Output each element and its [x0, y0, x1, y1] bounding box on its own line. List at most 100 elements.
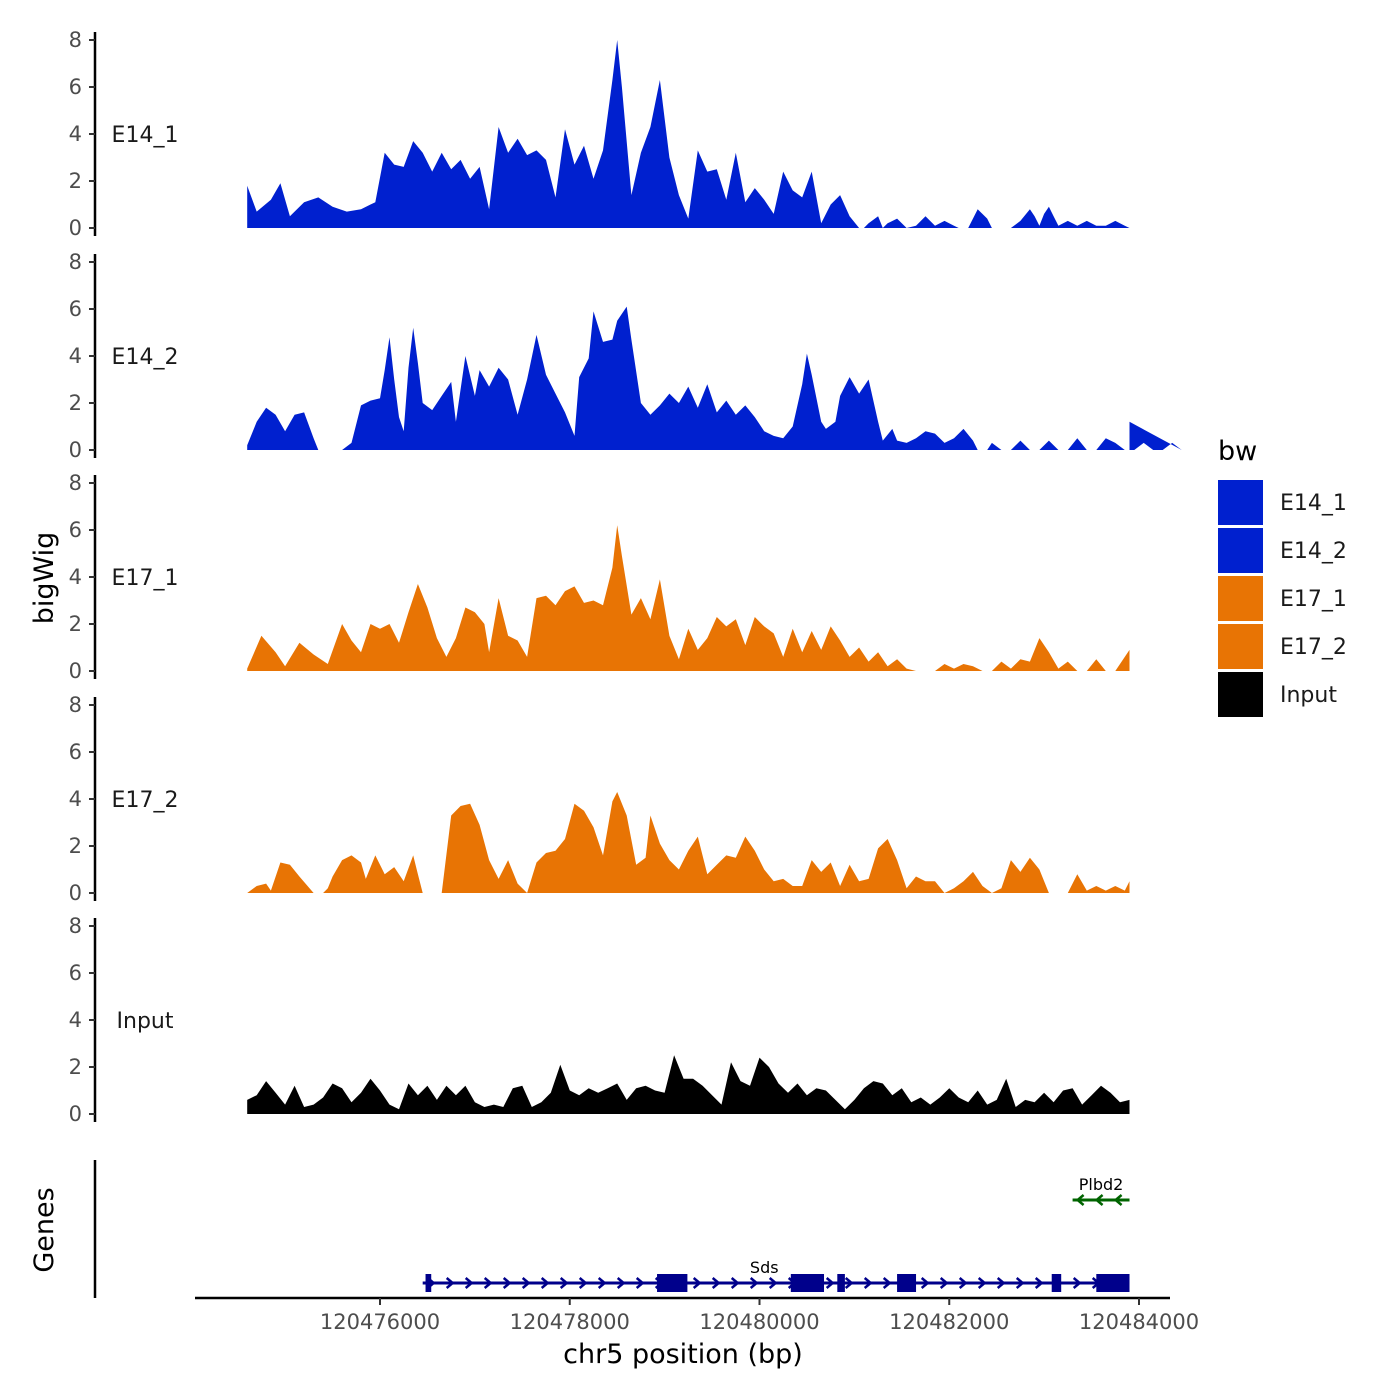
- strand-arrow: [920, 1277, 930, 1289]
- strand-arrow: [597, 1277, 607, 1289]
- legend-swatch-e14-1: [1218, 480, 1263, 525]
- x-tick-label-0: 120476000: [320, 1310, 440, 1334]
- exon-5: [897, 1274, 917, 1292]
- track-input: 0 2 4 6 8 Input: [69, 914, 1130, 1126]
- y-tick-label-4: 4: [69, 122, 82, 146]
- strand-arrow: [825, 1277, 835, 1289]
- strand-arrow: [1072, 1277, 1082, 1289]
- strand-arrow: [502, 1277, 512, 1289]
- x-axis-title: chr5 position (bp): [563, 1339, 803, 1370]
- y-tick-label-4: 4: [69, 787, 82, 811]
- y-tick-label-8: 8: [69, 28, 82, 52]
- legend-swatch-e17-1: [1218, 576, 1263, 621]
- y-tick-label-6: 6: [69, 518, 82, 542]
- strand-arrow: [540, 1277, 550, 1289]
- y-tick-label-0: 0: [69, 1102, 82, 1126]
- strand-arrow: [692, 1277, 702, 1289]
- strand-arrow: [559, 1277, 569, 1289]
- strand-arrow: [939, 1277, 949, 1289]
- x-tick-label-1: 120478000: [510, 1310, 630, 1334]
- x-tick-label-4: 120484000: [1079, 1310, 1199, 1334]
- y-tick-label-0: 0: [69, 659, 82, 683]
- track-label-e14-2: E14_2: [112, 345, 179, 370]
- y-tick-label-2: 2: [69, 834, 82, 858]
- strand-arrow: [863, 1277, 873, 1289]
- y-tick-label-2: 2: [69, 1055, 82, 1079]
- strand-arrow: [977, 1277, 987, 1289]
- strand-arrow: [1034, 1277, 1044, 1289]
- signal-tracks: 0 2 4 6 8 E14_1 0 2 4 6 8 E14_2 0 2 4 6 8 E17_1 0 2 4 6 8 E17_2…: [69, 28, 1182, 1126]
- y-tick-label-6: 6: [69, 75, 82, 99]
- signal-area-e14-2: [247, 306, 1182, 450]
- strand-arrow: [464, 1277, 474, 1289]
- track-label-e14-1: E14_1: [112, 123, 179, 148]
- strand-arrow: [616, 1277, 626, 1289]
- x-tick-label-3: 120482000: [889, 1310, 1009, 1334]
- legend-label-e17-1: E17_1: [1280, 587, 1347, 612]
- exon-3: [790, 1274, 825, 1292]
- track-label-input: Input: [117, 1009, 174, 1034]
- track-e14-2: 0 2 4 6 8 E14_2: [69, 250, 1182, 462]
- track-label-e17-2: E17_2: [112, 788, 179, 813]
- legend-swatch-e17-2: [1218, 624, 1263, 669]
- gene-label-sds: Sds: [750, 1258, 779, 1277]
- strand-arrow: [958, 1277, 968, 1289]
- gene-label-plbd2: Plbd2: [1079, 1175, 1124, 1194]
- x-tick-label-2: 120480000: [699, 1310, 819, 1334]
- strand-arrow: [844, 1277, 854, 1289]
- strand-arrow: [882, 1277, 892, 1289]
- signal-area-e14-1: [247, 40, 1130, 228]
- strand-arrow: [711, 1277, 721, 1289]
- y-tick-label-8: 8: [69, 693, 82, 717]
- y-tick-label-8: 8: [69, 914, 82, 938]
- strand-arrow: [1113, 1194, 1123, 1206]
- track-e17-2: 0 2 4 6 8 E17_2: [69, 693, 1130, 905]
- exon-7: [1096, 1274, 1130, 1292]
- track-e14-1: 0 2 4 6 8 E14_1: [69, 28, 1130, 240]
- y-tick-label-8: 8: [69, 471, 82, 495]
- y-tick-label-0: 0: [69, 438, 82, 462]
- track-label-e17-1: E17_1: [112, 566, 179, 591]
- strand-arrow: [1094, 1194, 1104, 1206]
- y-tick-label-6: 6: [69, 740, 82, 764]
- strand-arrow: [996, 1277, 1006, 1289]
- exon-1: [425, 1274, 432, 1292]
- legend-swatch-e14-2: [1218, 528, 1263, 573]
- legend: bw E14_1 E14_2 E17_1 E17_2 Input: [1218, 436, 1347, 717]
- y-axis-title: bigWig: [29, 532, 60, 625]
- y-tick-label-4: 4: [69, 565, 82, 589]
- strand-arrow: [445, 1277, 455, 1289]
- y-tick-label-2: 2: [69, 169, 82, 193]
- y-tick-label-8: 8: [69, 250, 82, 274]
- y-tick-label-2: 2: [69, 612, 82, 636]
- y-tick-label-2: 2: [69, 391, 82, 415]
- legend-label-input: Input: [1280, 683, 1337, 708]
- exon-2: [657, 1274, 688, 1292]
- strand-arrow: [483, 1277, 493, 1289]
- legend-label-e14-2: E14_2: [1280, 539, 1347, 564]
- gene-sds: Sds: [422, 1258, 1130, 1292]
- strand-arrow: [521, 1277, 531, 1289]
- strand-arrow: [1015, 1277, 1025, 1289]
- legend-label-e17-2: E17_2: [1280, 635, 1347, 660]
- legend-swatch-input: [1218, 672, 1263, 717]
- strand-arrow: [1075, 1194, 1085, 1206]
- signal-area-input: [247, 1055, 1130, 1114]
- y-tick-label-4: 4: [69, 1008, 82, 1032]
- signal-area-e17-1: [247, 525, 1130, 671]
- signal-area-e17-2: [247, 792, 1130, 893]
- x-axis: 120476000 120478000 120480000 120482000 1204…: [195, 1296, 1199, 1334]
- y-tick-label-0: 0: [69, 881, 82, 905]
- legend-label-e14-1: E14_1: [1280, 491, 1347, 516]
- y-tick-label-4: 4: [69, 344, 82, 368]
- strand-arrow: [578, 1277, 588, 1289]
- strand-arrow: [768, 1277, 778, 1289]
- legend-title: bw: [1218, 436, 1257, 467]
- y-tick-label-6: 6: [69, 297, 82, 321]
- gene-plbd2: Plbd2: [1072, 1175, 1130, 1206]
- strand-arrow: [635, 1277, 645, 1289]
- strand-arrow: [749, 1277, 759, 1289]
- y-tick-label-6: 6: [69, 961, 82, 985]
- exon-4: [837, 1274, 845, 1292]
- gene-track: Plbd2 Sds: [93, 1160, 1130, 1298]
